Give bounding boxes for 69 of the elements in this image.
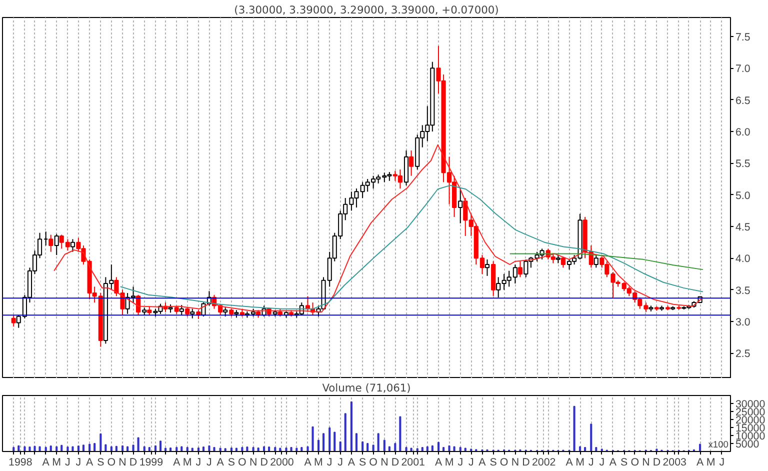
x-tick-label: M bbox=[444, 456, 454, 468]
x-tick-label: J bbox=[599, 456, 605, 468]
chart-title: Volume (71,061) bbox=[322, 382, 411, 394]
x-tick-label: D bbox=[652, 456, 661, 468]
x-tick-label: O bbox=[107, 456, 116, 468]
y-tick-label: 3.5 bbox=[736, 284, 750, 297]
x-tick-label: A bbox=[86, 456, 94, 468]
chart-title: (3.30000, 3.39000, 3.29000, 3.39000, +0.07000) bbox=[234, 4, 499, 16]
x-tick-label: J bbox=[76, 456, 82, 468]
x-tick-label: 1998 bbox=[8, 456, 32, 468]
x-tick-label: J bbox=[196, 456, 202, 468]
x-tick-label: J bbox=[588, 456, 594, 468]
x-tick-label: 2000 bbox=[270, 456, 294, 468]
x-tick-label: O bbox=[238, 456, 246, 468]
annotation: x100 bbox=[708, 440, 729, 450]
x-tick-label: 2003 bbox=[662, 456, 687, 468]
x-tick-label: D bbox=[522, 456, 530, 468]
y-tick-label: 2.5 bbox=[736, 348, 750, 360]
x-tick-label: J bbox=[206, 456, 212, 468]
x-tick-label: J bbox=[468, 456, 474, 468]
x-tick-label: S bbox=[97, 456, 104, 468]
x-tick-label: J bbox=[458, 456, 464, 468]
x-tick-label: J bbox=[338, 456, 344, 468]
x-tick-label: A bbox=[566, 456, 574, 468]
x-tick-label: M bbox=[706, 456, 716, 468]
x-tick-label: D bbox=[391, 456, 400, 468]
x-tick-label: A bbox=[478, 456, 487, 468]
y-tick-label: 7.5 bbox=[736, 32, 750, 44]
x-tick-label: O bbox=[500, 456, 508, 468]
x-tick-label: A bbox=[42, 456, 50, 468]
x-tick-label: A bbox=[173, 456, 182, 468]
x-tick-label: J bbox=[719, 456, 725, 468]
x-tick-label: M bbox=[576, 456, 584, 468]
x-tick-label: D bbox=[260, 456, 268, 468]
x-tick-label: 2002 bbox=[532, 456, 556, 468]
x-tick-label: N bbox=[249, 456, 258, 468]
y-tick-label: 4.0 bbox=[736, 253, 750, 266]
x-tick-label: M bbox=[314, 456, 323, 468]
x-tick-label: S bbox=[620, 456, 628, 468]
x-tick-label: A bbox=[304, 456, 312, 468]
x-tick-label: M bbox=[182, 456, 192, 468]
x-tick-label: N bbox=[511, 456, 520, 468]
x-tick-label: S bbox=[359, 456, 366, 468]
x-tick-label: A bbox=[216, 456, 225, 468]
x-tick-label: J bbox=[326, 456, 332, 468]
y-tick-label: 5.0 bbox=[736, 190, 750, 202]
x-tick-label: D bbox=[129, 456, 138, 468]
x-tick-label: A bbox=[348, 456, 356, 468]
x-tick-label: N bbox=[380, 456, 388, 468]
x-tick-label: O bbox=[369, 456, 378, 468]
y-tick-label: 6.0 bbox=[736, 126, 750, 138]
x-tick-label: O bbox=[630, 456, 639, 468]
x-tick-label: N bbox=[118, 456, 126, 468]
x-tick-label: N bbox=[642, 456, 650, 468]
y-tick-label: 5.5 bbox=[736, 158, 750, 170]
x-tick-label: S bbox=[228, 456, 235, 468]
x-tick-label: M bbox=[52, 456, 62, 468]
y-tick-label: 3.0 bbox=[736, 316, 750, 328]
y-tick-label: 5000 bbox=[736, 438, 760, 450]
y-tick-label: 4.5 bbox=[736, 222, 750, 234]
x-tick-label: S bbox=[490, 456, 497, 468]
x-tick-label: A bbox=[434, 456, 443, 468]
y-tick-label: 7.0 bbox=[736, 63, 750, 76]
x-tick-label: 2001 bbox=[401, 456, 425, 468]
x-tick-label: 1999 bbox=[139, 456, 164, 468]
x-tick-label: A bbox=[609, 456, 618, 468]
y-tick-label: 6.5 bbox=[736, 94, 750, 107]
x-tick-label: J bbox=[65, 456, 70, 468]
x-tick-label: A bbox=[696, 456, 704, 468]
